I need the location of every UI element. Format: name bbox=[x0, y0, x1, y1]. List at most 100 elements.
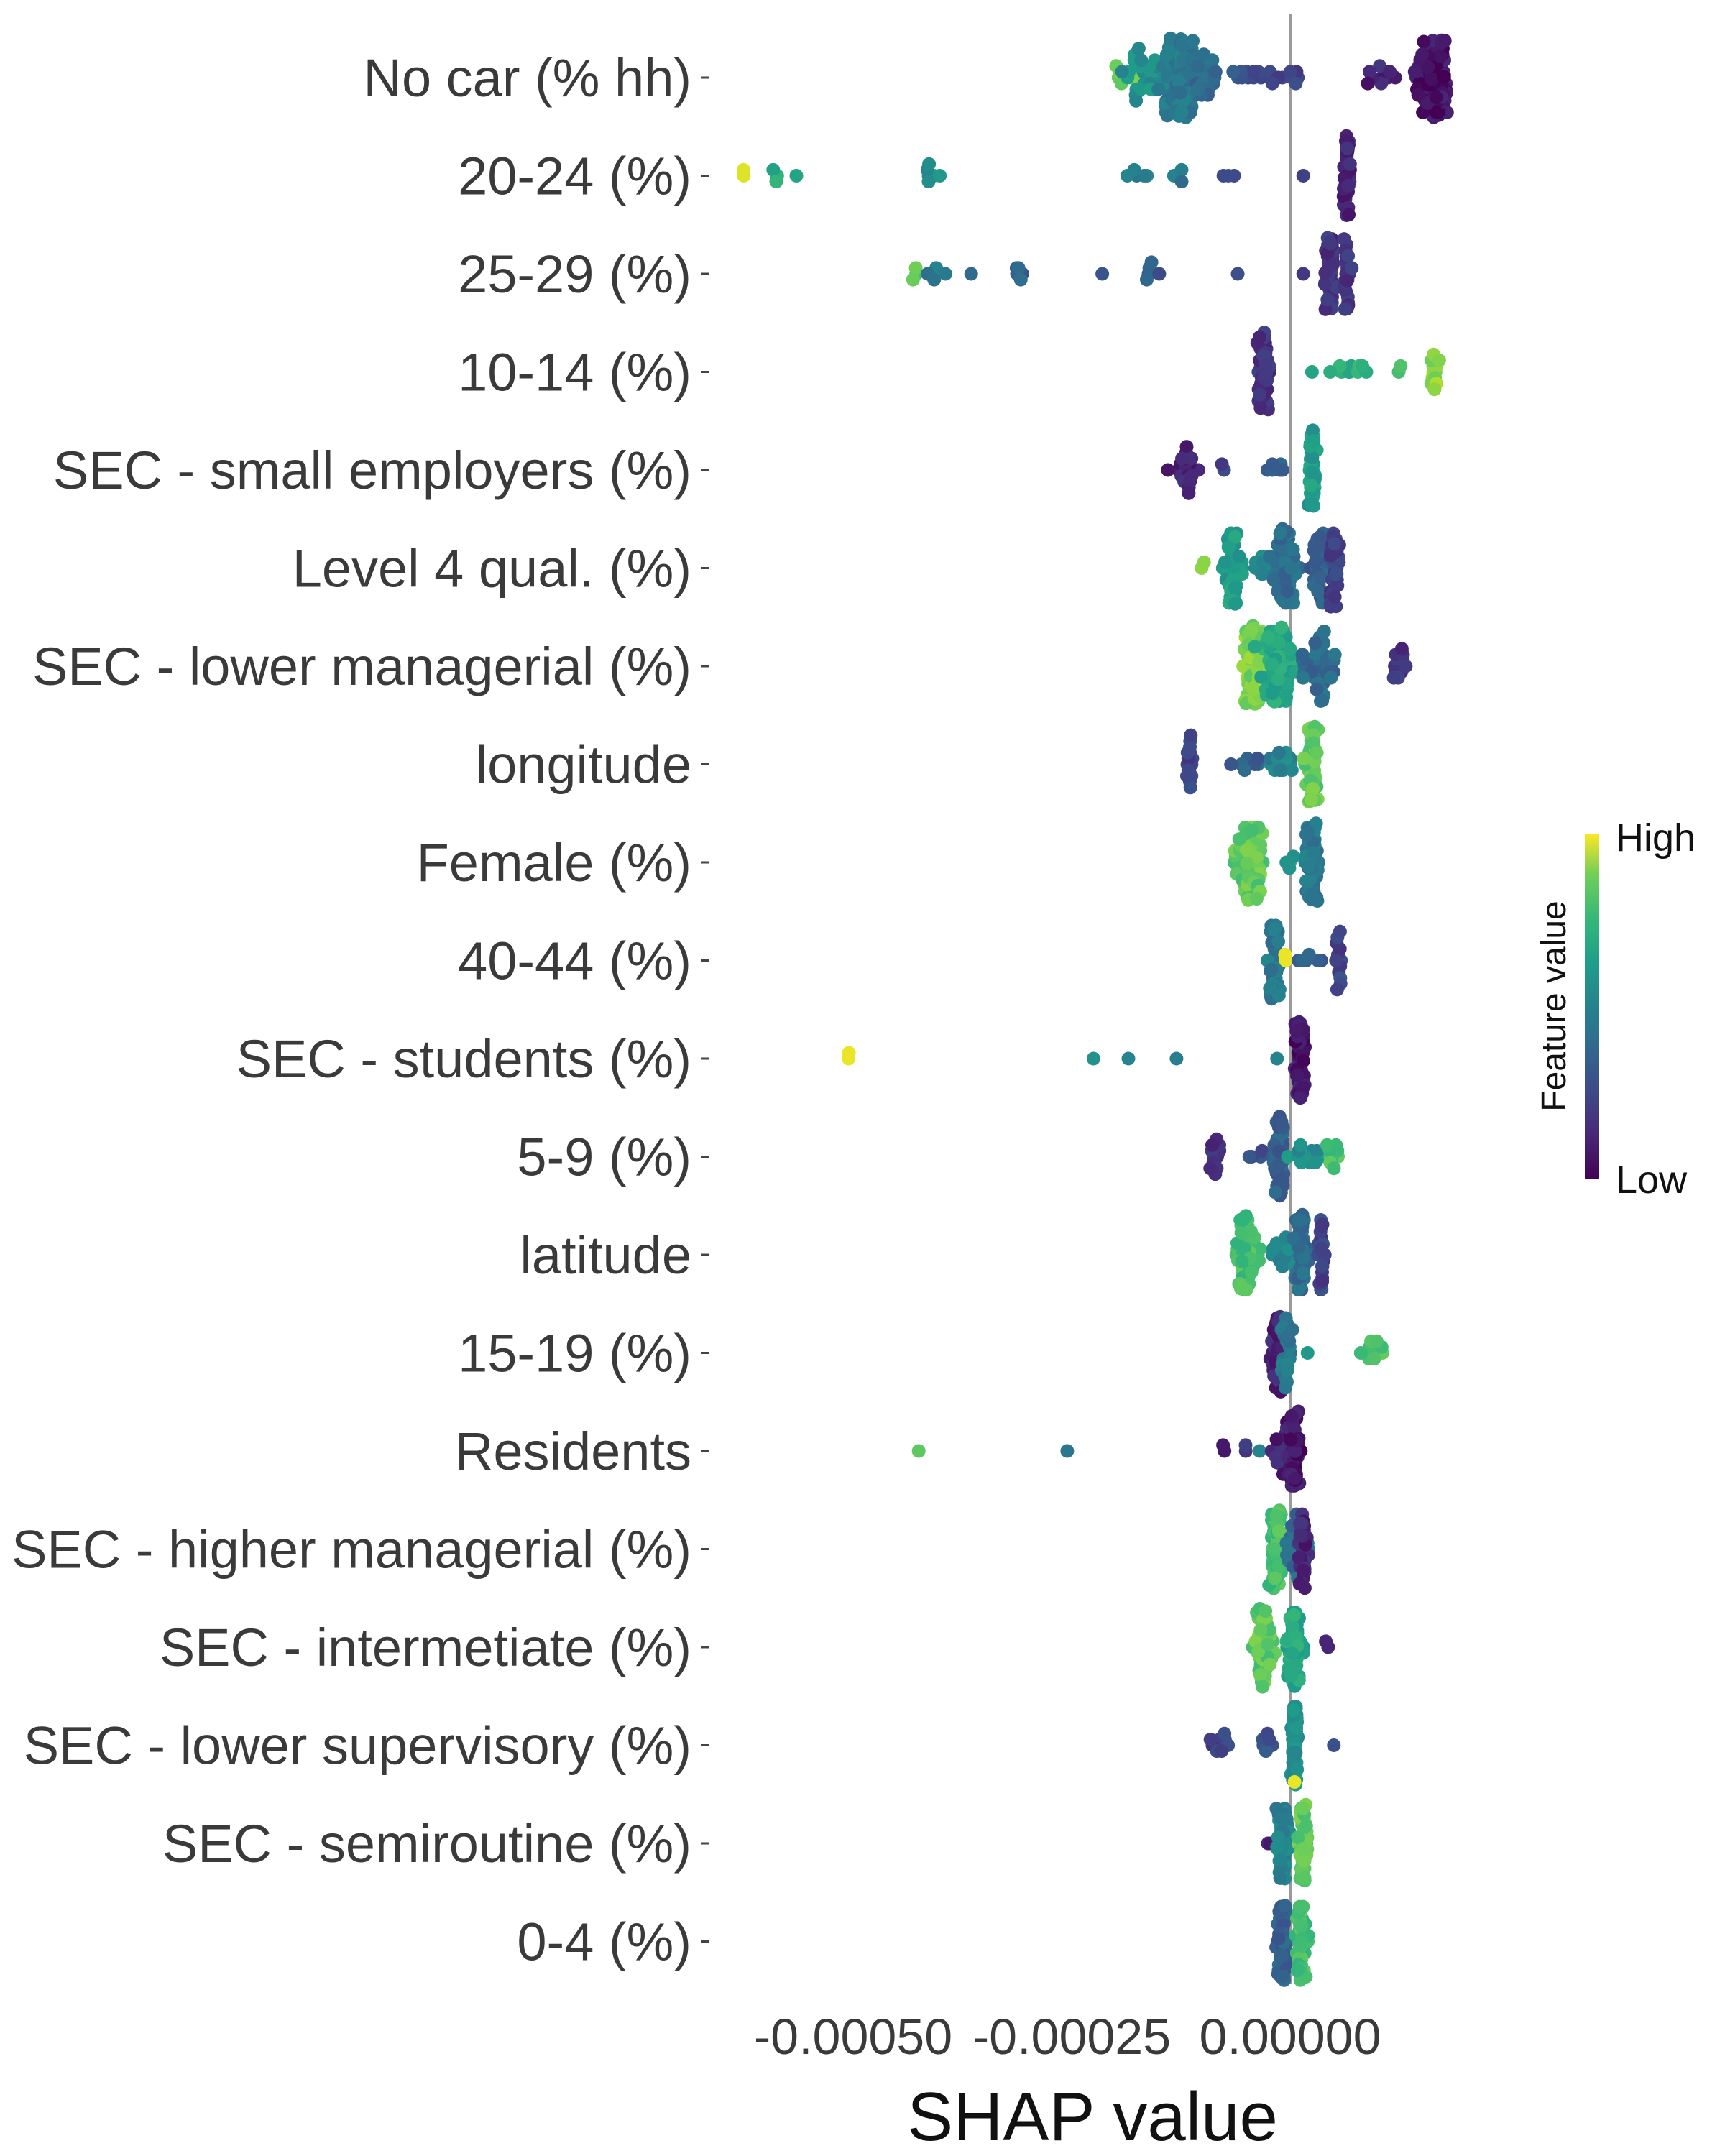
shap-point bbox=[1265, 457, 1279, 471]
shap-point bbox=[1333, 924, 1347, 939]
shap-point bbox=[1256, 567, 1270, 581]
shap-point bbox=[1183, 474, 1197, 489]
feature-labels: No car (% hh) 20-24 (%) 25-29 (%) 10-14 (%)… bbox=[12, 48, 691, 1972]
shap-point bbox=[1262, 1732, 1276, 1746]
shap-point bbox=[1315, 1274, 1330, 1289]
shap-point bbox=[1315, 1217, 1330, 1232]
feature-label: Female (%) bbox=[417, 833, 691, 893]
shap-point bbox=[1280, 1548, 1294, 1562]
feature-label: SEC - higher managerial (%) bbox=[12, 1520, 691, 1580]
shap-point bbox=[1265, 686, 1279, 701]
shap-point bbox=[1407, 65, 1422, 79]
shap-point bbox=[1242, 1150, 1256, 1164]
shap-point bbox=[1227, 169, 1241, 183]
shap-point bbox=[1328, 567, 1343, 581]
feature-label: SEC - lower supervisory (%) bbox=[24, 1716, 691, 1776]
shap-point bbox=[1269, 1432, 1284, 1447]
shap-point bbox=[1308, 636, 1322, 650]
shap-point bbox=[1305, 451, 1320, 465]
shap-point bbox=[1296, 1563, 1310, 1577]
shap-point bbox=[922, 157, 937, 171]
shap-point bbox=[1297, 1581, 1312, 1595]
shap-point bbox=[1249, 892, 1264, 906]
shap-point bbox=[1228, 596, 1242, 611]
shap-point bbox=[1161, 463, 1175, 477]
shap-point bbox=[1174, 175, 1189, 189]
feature-label: SEC - semiroutine (%) bbox=[162, 1814, 691, 1874]
shap-point bbox=[1287, 1775, 1302, 1789]
shap-point bbox=[1286, 1746, 1300, 1759]
shap-point bbox=[1283, 642, 1297, 656]
shap-point bbox=[1253, 387, 1267, 402]
shap-point bbox=[1238, 1438, 1253, 1452]
shap-point bbox=[1180, 745, 1195, 760]
shap-point bbox=[927, 272, 942, 287]
feature-label: 20-24 (%) bbox=[458, 147, 691, 206]
shap-point bbox=[1151, 82, 1166, 96]
shap-point bbox=[1320, 292, 1335, 307]
shap-point bbox=[1319, 1634, 1333, 1649]
shap-point bbox=[1265, 657, 1279, 671]
shap-point bbox=[1270, 1840, 1284, 1854]
shap-point bbox=[1309, 816, 1323, 831]
shap-point bbox=[1303, 872, 1317, 886]
feature-label: 5-9 (%) bbox=[517, 1128, 691, 1187]
shap-point bbox=[1251, 751, 1264, 765]
x-axis-ticks: -0.00050 -0.00025 0.00000 bbox=[754, 2009, 1381, 2065]
shap-point bbox=[1086, 1051, 1100, 1066]
shap-point bbox=[1226, 65, 1241, 79]
shap-point bbox=[1304, 478, 1318, 492]
feature-label: 40-44 (%) bbox=[458, 931, 691, 991]
shap-point bbox=[1245, 824, 1259, 837]
colorbar-low-label: Low bbox=[1616, 1158, 1688, 1202]
shap-point bbox=[1284, 1409, 1299, 1423]
shap-point bbox=[1254, 1668, 1267, 1682]
shap-point bbox=[1228, 530, 1242, 544]
shap-point bbox=[1437, 70, 1451, 84]
shap-point bbox=[1279, 1812, 1294, 1826]
shap-point bbox=[1266, 1242, 1280, 1256]
shap-point bbox=[1131, 42, 1146, 56]
shap-point bbox=[1306, 782, 1320, 796]
shap-point bbox=[1269, 1508, 1284, 1523]
shap-point bbox=[1290, 1762, 1305, 1777]
shap-point bbox=[1292, 1899, 1307, 1914]
feature-tick-marks bbox=[701, 76, 709, 1943]
shap-point bbox=[1184, 451, 1199, 466]
shap-point bbox=[1011, 261, 1026, 275]
shap-point bbox=[1266, 573, 1281, 587]
shap-point bbox=[1394, 359, 1408, 373]
shap-point bbox=[1386, 671, 1401, 685]
feature-label: No car (% hh) bbox=[364, 48, 691, 108]
shap-point bbox=[1326, 257, 1340, 272]
shap-point bbox=[1268, 1571, 1282, 1585]
shap-point bbox=[1330, 579, 1345, 593]
shap-point bbox=[1234, 1281, 1248, 1296]
shap-point bbox=[1342, 208, 1356, 222]
shap-point bbox=[1191, 82, 1205, 96]
shap-point bbox=[1323, 365, 1338, 379]
shap-point bbox=[1294, 1156, 1308, 1170]
shap-point bbox=[1279, 855, 1294, 870]
shap-point bbox=[1308, 1156, 1322, 1170]
shap-point bbox=[1230, 267, 1245, 281]
shap-point bbox=[1095, 267, 1110, 281]
shap-point bbox=[1271, 1559, 1286, 1573]
shap-point bbox=[1269, 1185, 1283, 1199]
shap-point bbox=[1314, 1242, 1328, 1256]
shap-point bbox=[1121, 1051, 1136, 1066]
shap-point bbox=[1234, 1225, 1248, 1240]
feature-label: 15-19 (%) bbox=[458, 1324, 691, 1383]
shap-point bbox=[1313, 530, 1328, 544]
shap-point bbox=[1300, 827, 1313, 842]
shap-point bbox=[1286, 543, 1300, 557]
shap-point bbox=[1300, 1346, 1315, 1360]
shap-point bbox=[1273, 763, 1287, 778]
shap-point bbox=[1315, 1259, 1329, 1273]
shap-point bbox=[1304, 793, 1318, 807]
shap-point bbox=[1271, 635, 1286, 650]
feature-label: SEC - students (%) bbox=[236, 1029, 691, 1089]
shap-point bbox=[1246, 65, 1261, 79]
shap-point bbox=[1373, 59, 1387, 73]
